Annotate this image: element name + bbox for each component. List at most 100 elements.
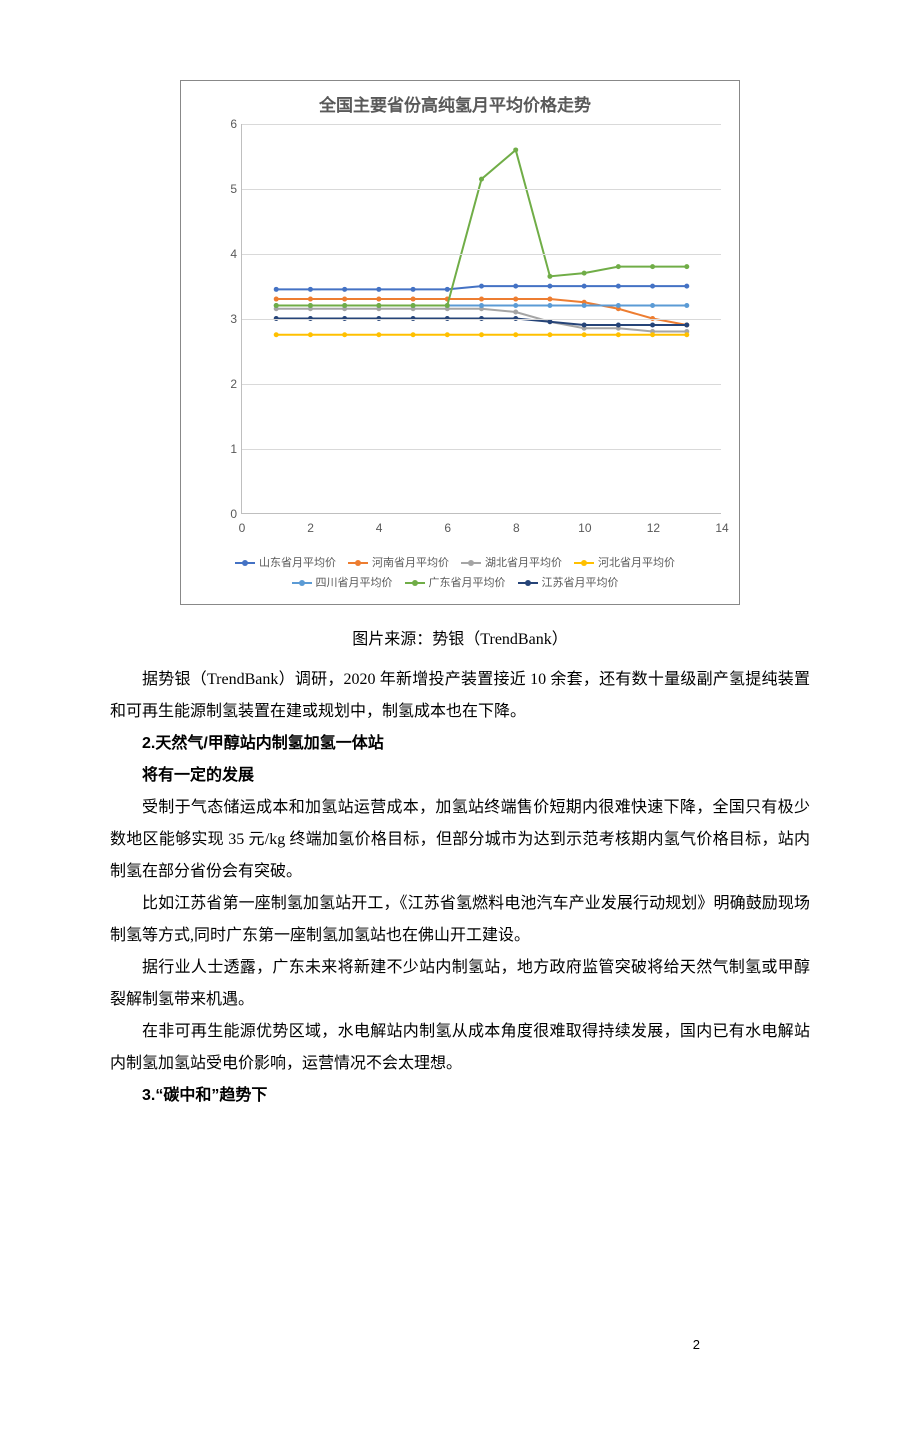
series-marker [342, 287, 347, 292]
legend-label: 河北省月平均价 [598, 557, 675, 569]
paragraph-2: 受制于气态储运成本和加氢站运营成本，加氢站终端售价短期内很难快速下降，全国只有极… [110, 792, 810, 888]
plot: 012345602468101214 [211, 124, 721, 544]
legend-item: 四川省月平均价 [292, 574, 393, 594]
series-marker [411, 287, 416, 292]
series-marker [650, 332, 655, 337]
x-tick-label: 14 [715, 521, 728, 535]
legend-marker [461, 562, 481, 564]
series-marker [582, 322, 587, 327]
series-marker [513, 297, 518, 302]
y-tick-label: 2 [217, 377, 237, 391]
paragraph-5: 在非可再生能源优势区域，水电解站内制氢从成本角度很难取得持续发展，国内已有水电解… [110, 1016, 810, 1080]
series-marker [342, 303, 347, 308]
legend-label: 河南省月平均价 [372, 557, 449, 569]
gridline [242, 124, 721, 125]
series-marker [479, 332, 484, 337]
series-marker [376, 297, 381, 302]
series-marker [513, 310, 518, 315]
heading-2: 2.天然气/甲醇站内制氢加氢一体站 [110, 728, 810, 760]
series-line [276, 150, 687, 306]
legend-label: 广东省月平均价 [429, 577, 506, 589]
heading-2b: 将有一定的发展 [110, 760, 810, 792]
series-marker [582, 271, 587, 276]
series-marker [342, 297, 347, 302]
y-tick-label: 1 [217, 442, 237, 456]
legend-label: 四川省月平均价 [316, 577, 393, 589]
legend-marker [518, 582, 538, 584]
series-marker [479, 297, 484, 302]
series-marker [547, 284, 552, 289]
chart-title: 全国主要省份高纯氢月平均价格走势 [191, 91, 719, 116]
y-tick-label: 6 [217, 117, 237, 131]
series-marker [342, 332, 347, 337]
x-tick-label: 6 [444, 521, 451, 535]
series-marker [684, 303, 689, 308]
x-tick-label: 2 [307, 521, 314, 535]
paragraph-1: 据势银（TrendBank）调研，2020 年新增投产装置接近 10 余套，还有… [110, 664, 810, 728]
series-marker [513, 332, 518, 337]
gridline [242, 189, 721, 190]
legend-item: 湖北省月平均价 [461, 554, 562, 574]
series-marker [376, 303, 381, 308]
series-marker [308, 287, 313, 292]
legend-item: 江苏省月平均价 [518, 574, 619, 594]
series-marker [616, 322, 621, 327]
x-tick-label: 0 [239, 521, 246, 535]
series-marker [274, 332, 279, 337]
x-tick-label: 4 [376, 521, 383, 535]
chart-legend: 山东省月平均价 河南省月平均价 湖北省月平均价 河北省月平均价四川省月平均价 广东省月平… [191, 554, 719, 594]
legend-marker [235, 562, 255, 564]
gridline [242, 384, 721, 385]
series-marker [547, 274, 552, 279]
series-marker [650, 284, 655, 289]
series-marker [411, 332, 416, 337]
series-marker [547, 332, 552, 337]
x-tick-label: 12 [647, 521, 660, 535]
series-marker [376, 287, 381, 292]
series-marker [616, 264, 621, 269]
series-marker [308, 332, 313, 337]
x-tick-label: 10 [578, 521, 591, 535]
series-marker [547, 303, 552, 308]
legend-item: 河南省月平均价 [348, 554, 449, 574]
series-marker [513, 147, 518, 152]
y-tick-label: 4 [217, 247, 237, 261]
series-line [276, 299, 687, 325]
series-marker [582, 303, 587, 308]
series-marker [479, 177, 484, 182]
series-marker [650, 322, 655, 327]
series-marker [411, 303, 416, 308]
series-marker [684, 284, 689, 289]
series-marker [513, 303, 518, 308]
series-marker [616, 284, 621, 289]
legend-label: 江苏省月平均价 [542, 577, 619, 589]
gridline [242, 319, 721, 320]
series-marker [445, 287, 450, 292]
series-marker [650, 303, 655, 308]
x-tick-label: 8 [513, 521, 520, 535]
legend-marker [348, 562, 368, 564]
series-marker [513, 284, 518, 289]
series-marker [274, 297, 279, 302]
series-marker [684, 264, 689, 269]
paragraph-4: 据行业人士透露，广东未来将新建不少站内制氢站，地方政府监管突破将给天然气制氢或甲… [110, 952, 810, 1016]
legend-label: 湖北省月平均价 [485, 557, 562, 569]
legend-item: 山东省月平均价 [235, 554, 336, 574]
series-marker [445, 303, 450, 308]
series-marker [308, 297, 313, 302]
series-marker [479, 284, 484, 289]
y-tick-label: 3 [217, 312, 237, 326]
page-number: 2 [693, 1337, 700, 1352]
series-marker [582, 332, 587, 337]
heading-3: 3.“碳中和”趋势下 [110, 1080, 810, 1112]
legend-item: 广东省月平均价 [405, 574, 506, 594]
series-marker [582, 284, 587, 289]
price-chart: 全国主要省份高纯氢月平均价格走势 012345602468101214 山东省月… [180, 80, 740, 605]
series-marker [274, 287, 279, 292]
series-marker [445, 332, 450, 337]
series-marker [684, 322, 689, 327]
gridline [242, 449, 721, 450]
series-marker [547, 297, 552, 302]
gridline [242, 254, 721, 255]
plot-area: 012345602468101214 [241, 124, 721, 514]
